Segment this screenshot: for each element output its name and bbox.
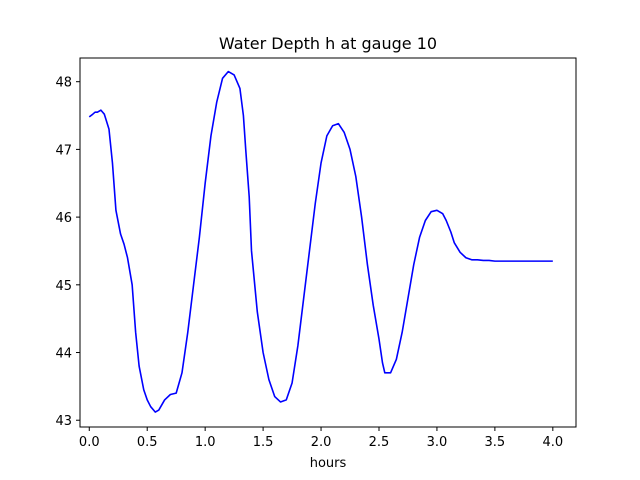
series-line-0 bbox=[88, 70, 553, 413]
x-axis: 0.0 0.5 1.0 1.5 2.0 2.5 3.0 3.5 4.0 bbox=[79, 427, 563, 450]
x-tick-label: 3.5 bbox=[485, 435, 506, 450]
plot-area bbox=[79, 57, 577, 428]
x-tick-label: 0.5 bbox=[137, 435, 158, 450]
y-tick-label: 43 bbox=[55, 414, 72, 429]
x-tick-label: 1.0 bbox=[195, 435, 216, 450]
x-tick-label: 2.5 bbox=[369, 435, 390, 450]
plot-frame bbox=[79, 57, 577, 428]
y-tick-label: 46 bbox=[55, 211, 72, 226]
x-tick-label: 4.0 bbox=[542, 435, 563, 450]
y-axis: 43 44 45 46 47 48 bbox=[55, 76, 80, 429]
y-tick-label: 45 bbox=[55, 279, 72, 294]
x-axis-label: hours bbox=[310, 456, 347, 471]
chart-title: Water Depth h at gauge 10 bbox=[219, 34, 437, 53]
x-tick-label: 2.0 bbox=[311, 435, 332, 450]
x-tick-label: 3.0 bbox=[427, 435, 448, 450]
y-tick-label: 47 bbox=[55, 143, 72, 158]
x-tick-label: 1.5 bbox=[253, 435, 274, 450]
y-tick-label: 44 bbox=[55, 347, 72, 362]
y-tick-label: 48 bbox=[55, 76, 72, 91]
x-tick-label: 0.0 bbox=[79, 435, 100, 450]
